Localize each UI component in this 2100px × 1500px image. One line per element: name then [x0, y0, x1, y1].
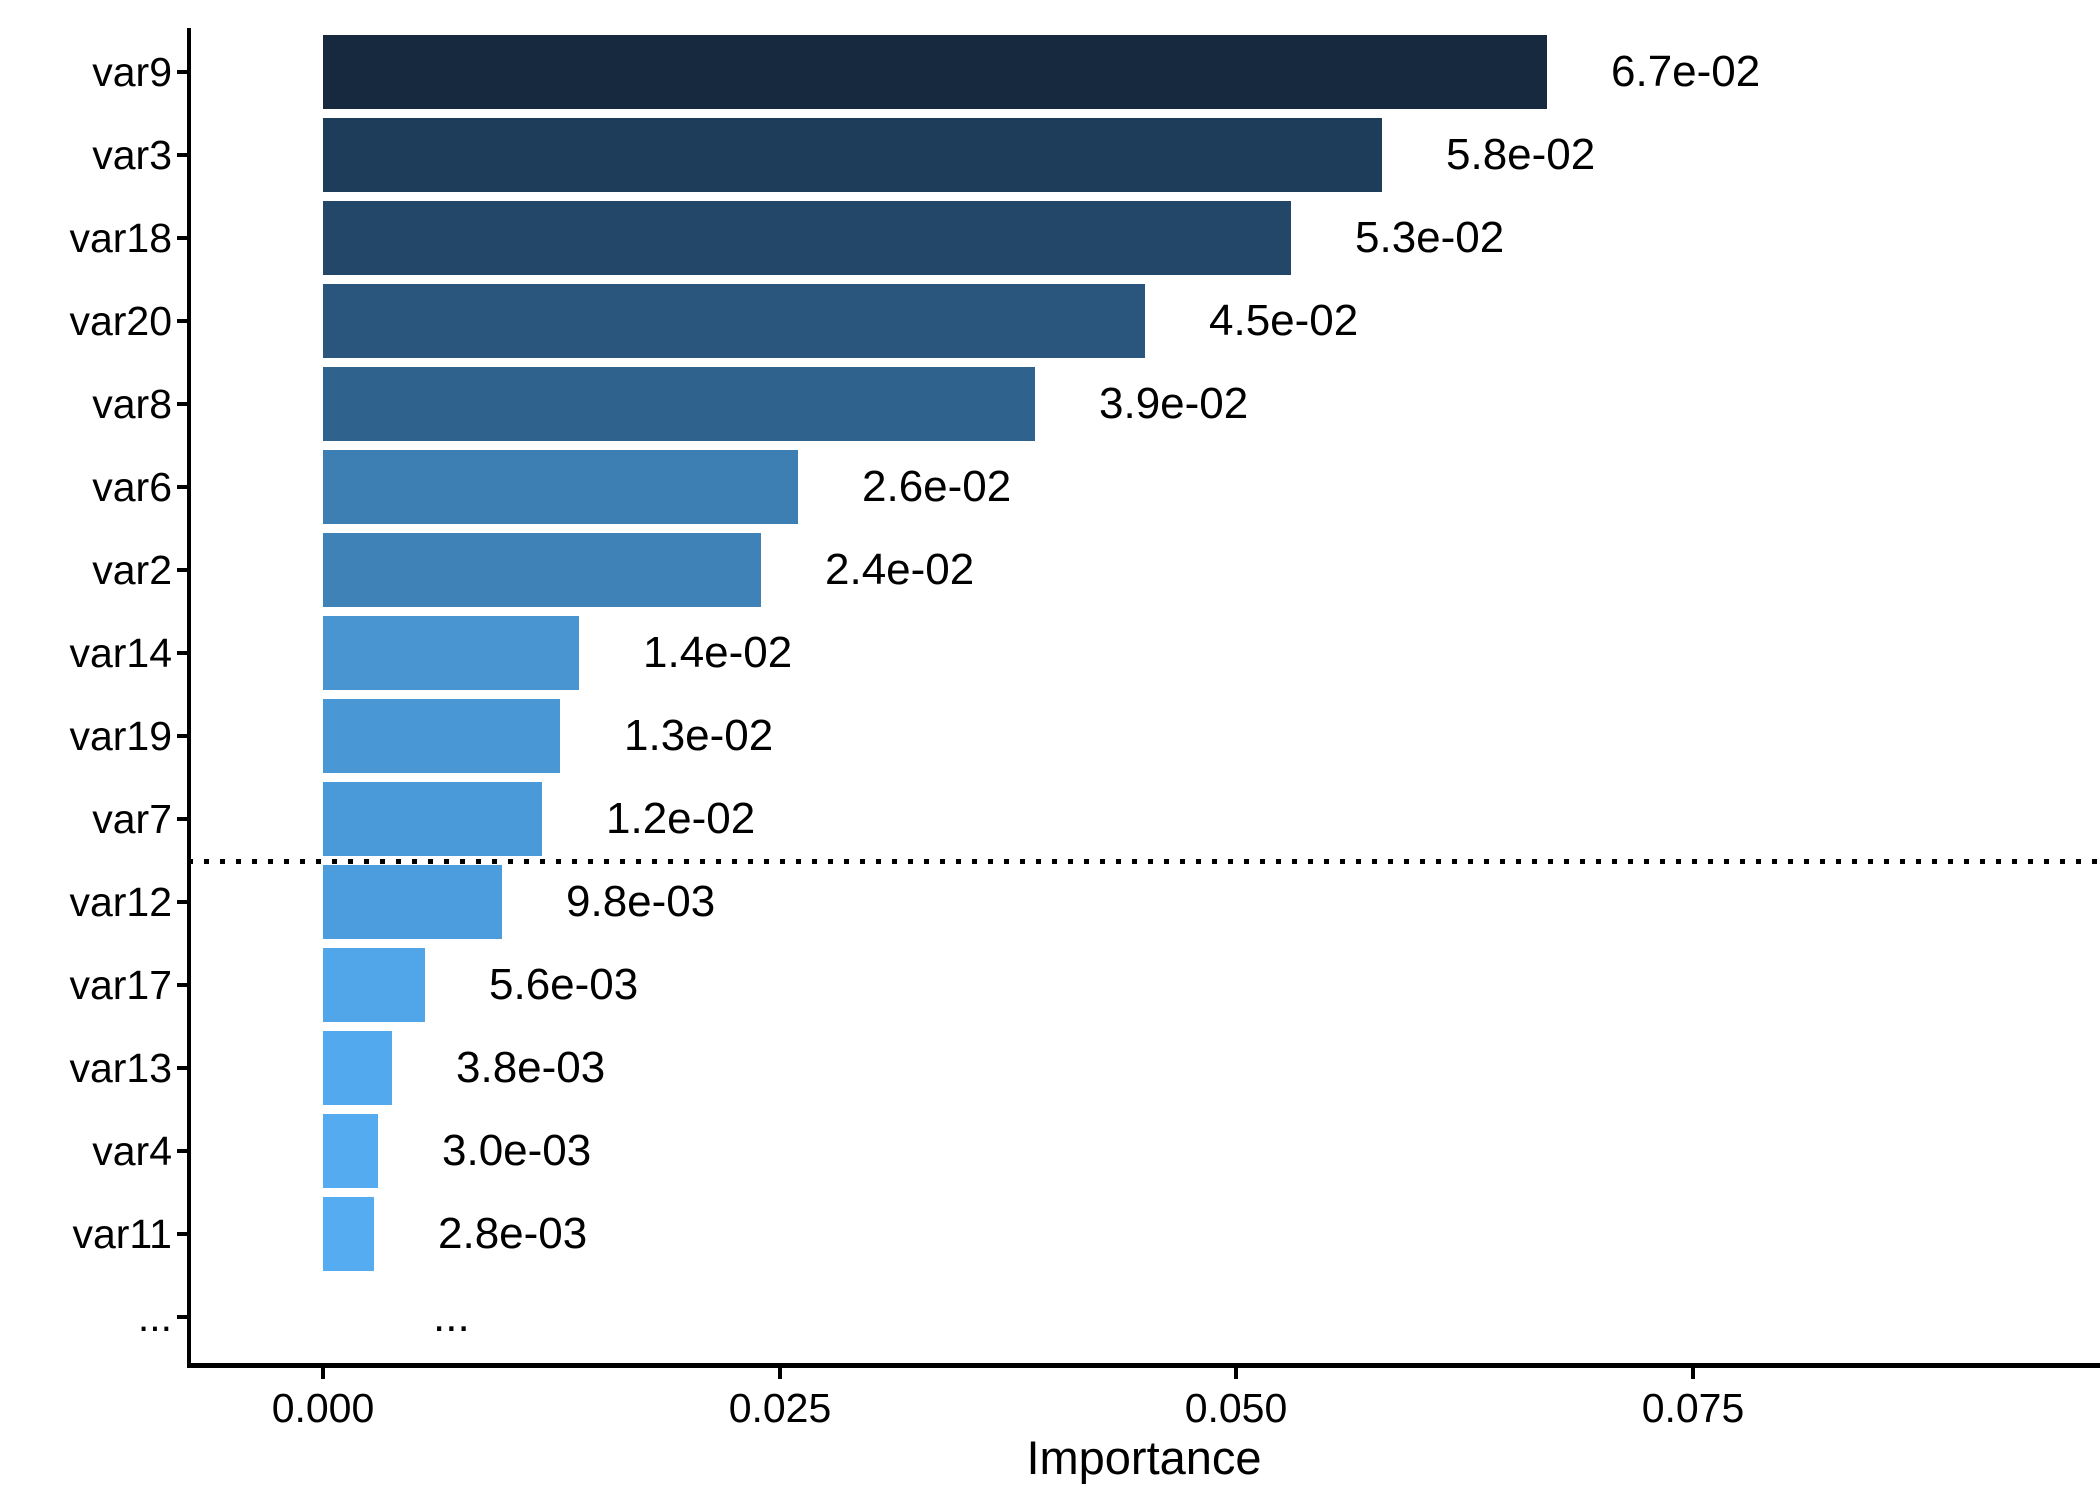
- y-axis-tick: [177, 734, 188, 738]
- bar-value-label: ...: [433, 1292, 470, 1341]
- y-axis-label: var6: [92, 464, 172, 510]
- bar-value-label: 2.8e-03: [438, 1209, 588, 1258]
- x-axis-tick-label: 0.050: [1184, 1385, 1288, 1431]
- importance-bar: [323, 699, 560, 773]
- y-axis-tick: [177, 900, 188, 904]
- importance-bar: [323, 367, 1035, 441]
- y-axis-tick: [177, 651, 188, 655]
- y-axis-label: var14: [69, 630, 172, 676]
- importance-bar: [323, 201, 1291, 275]
- bar-value-label: 1.4e-02: [643, 628, 793, 677]
- y-axis-tick: [177, 1315, 188, 1319]
- bar-value-label: 2.6e-02: [862, 462, 1012, 511]
- y-axis-tick: [177, 983, 188, 987]
- importance-bar: [323, 616, 579, 690]
- threshold-dotted-line: [188, 859, 2100, 864]
- y-axis-label: var17: [69, 962, 172, 1008]
- y-axis-tick: [177, 817, 188, 821]
- bar-value-label: 1.2e-02: [606, 794, 756, 843]
- importance-bar: [323, 1197, 374, 1271]
- importance-bar: [323, 948, 425, 1022]
- bar-value-label: 1.3e-02: [624, 711, 774, 760]
- bar-value-label: 5.3e-02: [1355, 213, 1505, 262]
- y-axis-label: var12: [69, 879, 172, 925]
- x-axis-tick-label: 0.075: [1641, 1385, 1745, 1431]
- importance-bar: [323, 35, 1547, 109]
- importance-bar: [323, 1114, 378, 1188]
- y-axis-tick: [177, 1232, 188, 1236]
- x-axis-tick: [1234, 1368, 1238, 1379]
- x-axis-tick: [321, 1368, 325, 1379]
- y-axis-label: var9: [92, 49, 172, 95]
- importance-bar: [323, 1031, 392, 1105]
- y-axis-label: ...: [137, 1294, 172, 1340]
- y-axis-line: [187, 28, 191, 1368]
- y-axis-label: var2: [92, 547, 172, 593]
- importance-bar: [323, 284, 1145, 358]
- y-axis-label: var11: [72, 1211, 172, 1257]
- bar-value-label: 5.8e-02: [1446, 130, 1596, 179]
- y-axis-tick: [177, 70, 188, 74]
- y-axis-tick: [177, 402, 188, 406]
- y-axis-label: var7: [92, 796, 172, 842]
- x-axis-line: [187, 1363, 2100, 1368]
- y-axis-label: var8: [92, 381, 172, 427]
- importance-bar: [323, 118, 1382, 192]
- x-axis-title: Importance: [1026, 1431, 1262, 1484]
- importance-bar: [323, 782, 542, 856]
- importance-bar: [323, 865, 502, 939]
- importance-bar: [323, 533, 761, 607]
- y-axis-tick: [177, 236, 188, 240]
- bar-value-label: 3.8e-03: [456, 1043, 606, 1092]
- y-axis-tick: [177, 485, 188, 489]
- bar-value-label: 3.9e-02: [1099, 379, 1249, 428]
- bar-value-label: 6.7e-02: [1611, 47, 1761, 96]
- x-axis-tick-label: 0.025: [728, 1385, 832, 1431]
- bar-value-label: 3.0e-03: [442, 1126, 592, 1175]
- y-axis-label: var20: [69, 298, 172, 344]
- y-axis-tick: [177, 319, 188, 323]
- x-axis-tick: [1691, 1368, 1695, 1379]
- y-axis-label: var3: [92, 132, 172, 178]
- y-axis-label: var18: [69, 215, 172, 261]
- y-axis-tick: [177, 1066, 188, 1070]
- bar-value-label: 4.5e-02: [1209, 296, 1359, 345]
- bar-value-label: 2.4e-02: [825, 545, 975, 594]
- x-axis-tick-label: 0.000: [271, 1385, 375, 1431]
- y-axis-tick: [177, 1149, 188, 1153]
- importance-bar: [323, 450, 798, 524]
- bar-value-label: 5.6e-03: [489, 960, 639, 1009]
- y-axis-tick: [177, 153, 188, 157]
- y-axis-tick: [177, 568, 188, 572]
- x-axis-tick: [778, 1368, 782, 1379]
- bar-value-label: 9.8e-03: [566, 877, 716, 926]
- y-axis-label: var19: [69, 713, 172, 759]
- y-axis-label: var13: [69, 1045, 172, 1091]
- y-axis-label: var4: [92, 1128, 172, 1174]
